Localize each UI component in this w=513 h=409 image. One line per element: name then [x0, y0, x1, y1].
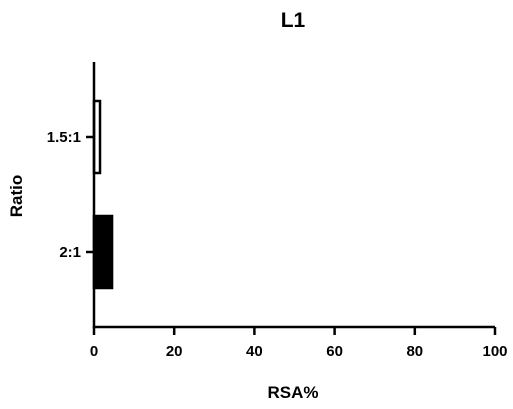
- x-tick-label: 40: [246, 343, 263, 360]
- x-tick-label: 60: [326, 343, 343, 360]
- y-axis-title: Ratio: [7, 175, 26, 218]
- x-tick-label: 0: [90, 343, 98, 360]
- chart-title: L1: [281, 9, 306, 32]
- y-tick-label: 1.5:1: [47, 129, 81, 146]
- bars: [92, 99, 114, 290]
- y-axis-ticks: 1.5:1 2:1: [47, 129, 94, 261]
- x-axis-title: RSA%: [267, 383, 318, 402]
- x-tick-label: 100: [482, 343, 507, 360]
- x-axis-ticks: 0 20 40 60 80 100: [90, 327, 508, 360]
- x-tick-label: 80: [406, 343, 423, 360]
- x-tick-label: 20: [166, 343, 183, 360]
- y-tick-label: 2:1: [59, 244, 81, 261]
- bar-1: [92, 214, 114, 290]
